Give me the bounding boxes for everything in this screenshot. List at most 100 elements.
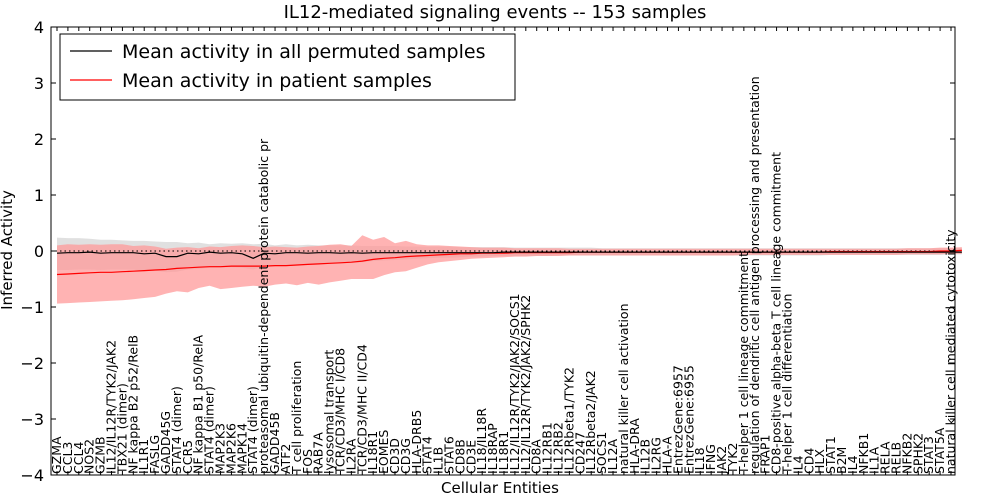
category-label: SPHK2: [910, 433, 925, 474]
category-label: EntrezGene:6955: [681, 365, 696, 474]
series-line-permuted: [56, 251, 962, 259]
category-label: IL1A: [867, 446, 882, 474]
y-tick-label: −1: [20, 298, 44, 317]
y-axis: −4 −3 −2 −1 0 1 2 3 4: [20, 18, 955, 485]
category-label: IL4: [845, 455, 860, 474]
category-label: natural killer cell mediated cytotoxicit…: [943, 229, 958, 474]
category-label: STAT4 (dimer): [169, 386, 184, 474]
category-label: TCR/CD3/MHC I/CD8: [333, 348, 348, 475]
series-lines-layer: [56, 249, 962, 276]
category-label: GZMA: [49, 436, 64, 474]
category-label: CD3D: [387, 438, 402, 474]
category-label: IL12Rbeta2/JAK2: [583, 370, 598, 474]
y-axis-title: Inferred Activity: [0, 190, 16, 310]
category-label: IL1R1: [136, 439, 151, 474]
category-label: CCL3: [60, 442, 75, 474]
category-label: T cell proliferation: [289, 361, 304, 475]
category-label: IL18: [692, 447, 707, 474]
category-label: NFKB1: [856, 433, 871, 474]
category-label: IL18/IL18R: [474, 408, 489, 474]
category-label: IL12RB1: [540, 422, 555, 474]
category-label: HLX: [812, 449, 827, 474]
category-label: ATF2: [278, 444, 293, 474]
y-tick-label: 2: [34, 130, 44, 149]
category-label: FRAP1: [758, 435, 773, 474]
legend-box: [59, 33, 516, 101]
category-label: IL1B: [431, 447, 446, 474]
category-label: IL12Rbeta1/TYK2: [561, 367, 576, 474]
category-label: MAP2K3: [213, 423, 228, 474]
category-label: CD3G: [398, 438, 413, 474]
category-label: NF kappa B1 p50/RelA: [191, 334, 206, 474]
category-label: GADD45G: [158, 411, 173, 474]
category-label: TYK2: [725, 443, 740, 475]
chart-title: IL12-mediated signaling events -- 153 sa…: [284, 2, 707, 23]
category-label: GZMB: [93, 436, 108, 474]
category-labels-layer: GZMACCL3CCL4NOS2GZMBIL12/IL12R/TYK2/JAK2…: [49, 76, 958, 475]
y-tick-label: 0: [34, 242, 44, 261]
category-label: regulation of dendritic cell antigen pro…: [747, 76, 762, 474]
y-tick-label: −3: [20, 410, 44, 429]
category-label: IL18RAP: [485, 423, 500, 474]
category-label: NF kappa B2 p52/RelB: [125, 335, 140, 474]
legend: Mean activity in all permuted samples Me…: [59, 33, 516, 101]
category-label: IFNG: [703, 444, 718, 474]
category-label: CD247: [572, 432, 587, 474]
legend-label-permuted: Mean activity in all permuted samples: [122, 41, 485, 63]
category-label: T-helper 1 cell differentiation: [780, 294, 795, 475]
y-tick-label: 1: [34, 186, 44, 205]
y-tick-label: 3: [34, 74, 44, 93]
category-label: STAT3: [921, 436, 936, 474]
category-label: IL18R1: [365, 431, 380, 474]
category-label: T-helper 1 cell lineage commitment: [736, 252, 751, 475]
category-label: FOS: [300, 449, 315, 474]
category-label: CD8A: [529, 439, 544, 474]
category-label: NOS2: [82, 439, 97, 474]
category-label: natural killer cell activation: [616, 303, 631, 474]
category-label: STAT4 (dimer): [202, 386, 217, 474]
category-label: IL12/IL12R/TYK2/JAK2: [104, 340, 119, 474]
category-label: STAT5A: [932, 427, 947, 474]
category-label: HLA-DRA: [627, 418, 642, 474]
category-label: CD3E: [463, 440, 478, 474]
category-label: CCL4: [71, 442, 86, 474]
category-label: proteasomal ubiquitin-dependent protein …: [256, 138, 271, 474]
category-label: EOMES: [376, 430, 391, 474]
category-label: STAT4: [420, 436, 435, 474]
category-label: EntrezGene:6957: [670, 365, 685, 474]
category-label: NFKB2: [899, 433, 914, 474]
category-label: MAPK14: [234, 423, 249, 474]
category-label: IL12RB2: [551, 422, 566, 474]
category-label: IL4: [790, 455, 805, 474]
category-label: B2M: [834, 447, 849, 474]
category-label: lysosomal transport: [322, 350, 337, 474]
category-label: CD8B: [452, 439, 467, 474]
y-tick-label: 4: [34, 18, 44, 37]
category-label: RAB7A: [311, 432, 326, 474]
category-label: IL12A: [605, 438, 620, 474]
category-label: IL2RA: [343, 438, 358, 474]
category-label: STAT6: [442, 436, 457, 474]
legend-label-patient: Mean activity in patient samples: [122, 70, 432, 92]
y-tick-label: −4: [20, 466, 44, 485]
category-label: MAP2K6: [223, 423, 238, 474]
x-axis-title: Cellular Entities: [441, 479, 559, 497]
category-label: HLA-A: [660, 436, 675, 474]
category-label: TBX21 (dimer): [114, 383, 129, 475]
category-label: SOCS1: [594, 432, 609, 474]
x-axis: [56, 27, 952, 475]
category-label: CD8-positive alpha-beta T cell lineage c…: [769, 152, 784, 474]
category-label: STAT4 (dimer): [245, 386, 260, 474]
category-label: JAK2: [714, 446, 729, 475]
category-label: IL2RG: [649, 437, 664, 474]
category-label: RELB: [889, 442, 904, 474]
category-label: IL18R1: [496, 431, 511, 474]
category-label: HLA-DRB5: [409, 410, 424, 474]
category-label: IL12/IL12R/TYK2/JAK2/SPHK2: [518, 295, 533, 474]
category-label: CCR5: [180, 440, 195, 474]
category-label: TCR/CD3/MHC II/CD4: [354, 344, 369, 475]
category-label: IL12/IL12R/TYK2/JAK2/SOCS1: [507, 293, 522, 474]
category-label: GADD45B: [267, 412, 282, 474]
y-tick-label: −2: [20, 354, 44, 373]
